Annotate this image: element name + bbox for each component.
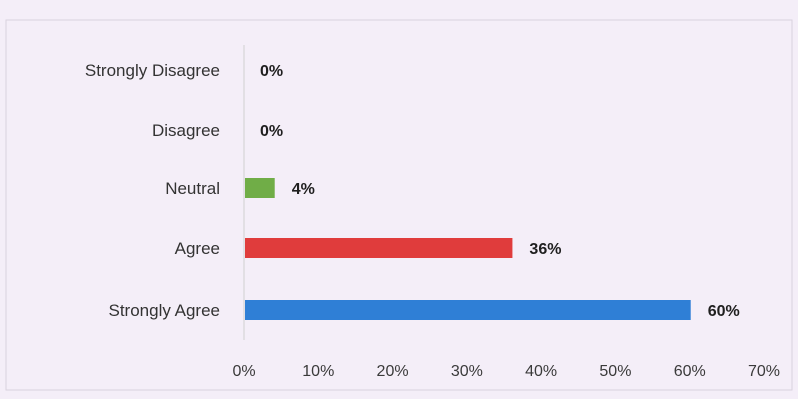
bar-strongly-agree bbox=[245, 300, 691, 320]
category-labels-group: Strongly Disagree Disagree Neutral Agree Str… bbox=[85, 61, 220, 320]
x-tick-label: 0% bbox=[232, 363, 255, 380]
x-tick-label: 40% bbox=[525, 363, 557, 380]
value-label: 60% bbox=[708, 303, 740, 320]
value-label: 0% bbox=[260, 63, 283, 80]
value-label: 4% bbox=[292, 181, 315, 198]
category-label: Strongly Agree bbox=[108, 301, 220, 320]
value-labels-group: 0% 0% 4% 36% 60% bbox=[260, 63, 740, 320]
x-tick-label: 60% bbox=[674, 363, 706, 380]
value-label: 36% bbox=[529, 241, 561, 258]
x-tick-label: 70% bbox=[748, 363, 780, 380]
bar-agree bbox=[245, 238, 513, 258]
x-tick-label: 50% bbox=[599, 363, 631, 380]
category-label: Disagree bbox=[152, 121, 220, 140]
bar-neutral bbox=[245, 178, 275, 198]
category-label: Neutral bbox=[165, 179, 220, 198]
x-tick-labels-group: 0% 10% 20% 30% 40% 50% 60% 70% bbox=[232, 363, 780, 380]
x-tick-label: 30% bbox=[451, 363, 483, 380]
x-tick-label: 10% bbox=[302, 363, 334, 380]
category-label: Strongly Disagree bbox=[85, 61, 220, 80]
chart-frame bbox=[5, 19, 793, 391]
bars-group bbox=[245, 178, 691, 320]
x-tick-label: 20% bbox=[377, 363, 409, 380]
category-label: Agree bbox=[175, 239, 220, 258]
value-label: 0% bbox=[260, 123, 283, 140]
